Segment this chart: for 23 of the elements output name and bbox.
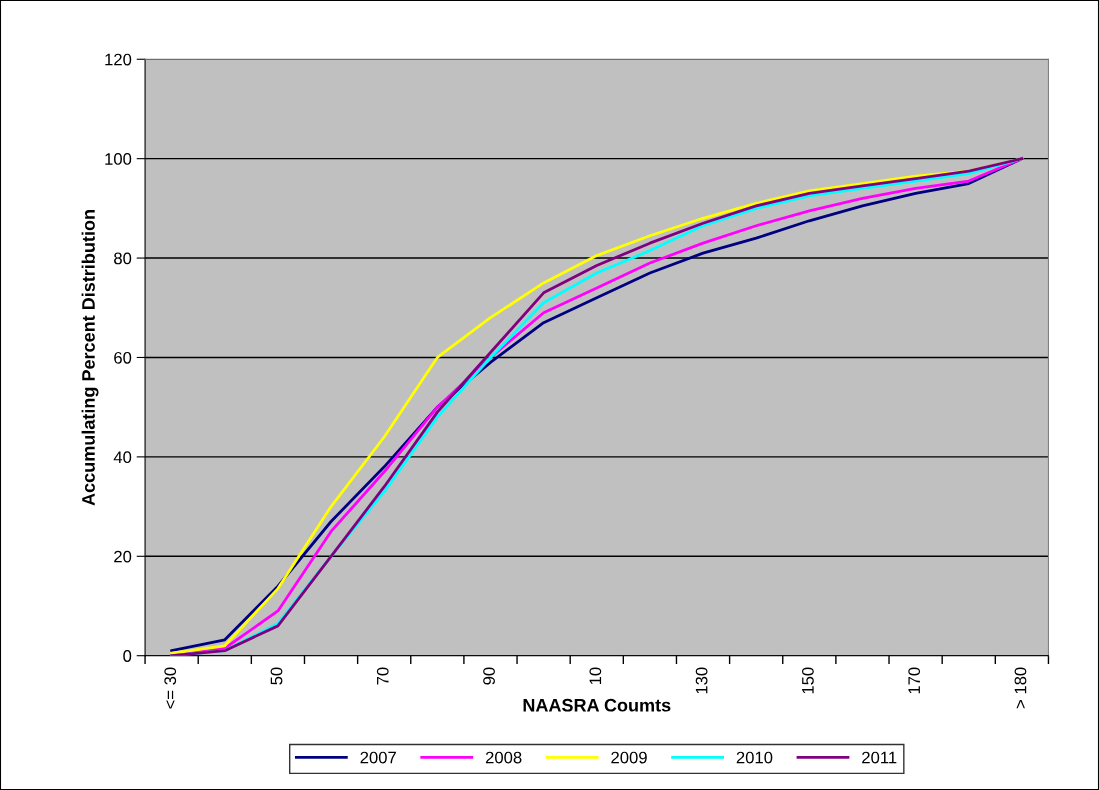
y-tick-label: 60: [114, 351, 132, 364]
x-tick-label: 130: [695, 667, 708, 694]
legend-label: 2007: [360, 751, 396, 764]
x-tick-label: <= 30: [164, 667, 177, 709]
x-tick-label: 150: [801, 667, 814, 694]
legend-label: 2011: [862, 751, 897, 764]
y-tick-label: 120: [105, 53, 132, 66]
y-tick-label: 0: [123, 650, 132, 662]
legend-label: 2009: [611, 751, 647, 764]
legend-label: 2010: [736, 751, 773, 764]
x-tick-label: 70: [376, 667, 389, 685]
x-tick-label: 10: [589, 667, 602, 685]
y-tick-label: 100: [105, 153, 132, 165]
x-tick-label: 50: [270, 667, 283, 685]
legend-label: 2008: [485, 751, 522, 764]
y-tick-label: 80: [114, 252, 132, 265]
y-tick-label: 20: [114, 550, 132, 563]
x-tick-label: 170: [908, 667, 921, 694]
x-tick-label: > 180: [1014, 667, 1027, 709]
x-tick-label: 90: [483, 667, 495, 685]
y-tick-label: 40: [113, 451, 132, 464]
y-axis-title: Accumulating Percent Distribution: [81, 210, 99, 506]
x-axis-title: NAASRA Coumts: [523, 698, 671, 712]
